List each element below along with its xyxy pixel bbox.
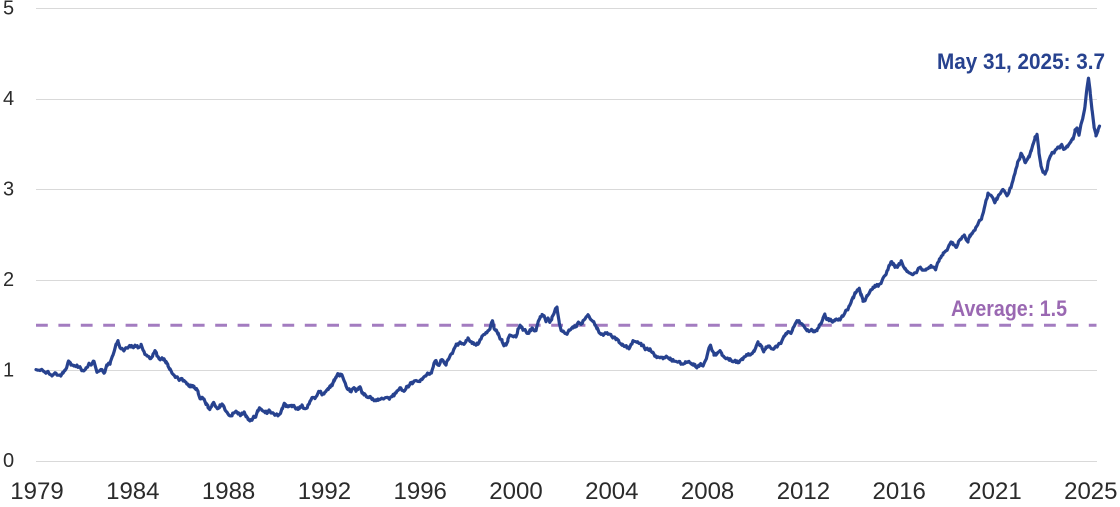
svg-text:2025: 2025: [1064, 478, 1117, 502]
svg-text:2012: 2012: [777, 478, 830, 502]
svg-text:1979: 1979: [10, 478, 63, 502]
svg-text:Average: 1.5: Average: 1.5: [951, 296, 1067, 321]
svg-text:1984: 1984: [106, 478, 159, 502]
svg-text:2: 2: [3, 269, 14, 291]
svg-text:May 31, 2025: 3.7: May 31, 2025: 3.7: [937, 49, 1105, 74]
svg-text:1992: 1992: [298, 478, 351, 502]
svg-text:2021: 2021: [968, 478, 1021, 502]
svg-text:3: 3: [3, 179, 14, 201]
svg-text:2004: 2004: [585, 478, 638, 502]
svg-text:1996: 1996: [394, 478, 447, 502]
svg-text:0: 0: [3, 450, 14, 472]
svg-text:2016: 2016: [873, 478, 926, 502]
svg-text:2000: 2000: [489, 478, 542, 502]
svg-text:5: 5: [3, 0, 14, 20]
svg-text:1: 1: [3, 360, 14, 382]
svg-text:2008: 2008: [681, 478, 734, 502]
svg-text:4: 4: [3, 88, 14, 110]
svg-text:1988: 1988: [202, 478, 255, 502]
